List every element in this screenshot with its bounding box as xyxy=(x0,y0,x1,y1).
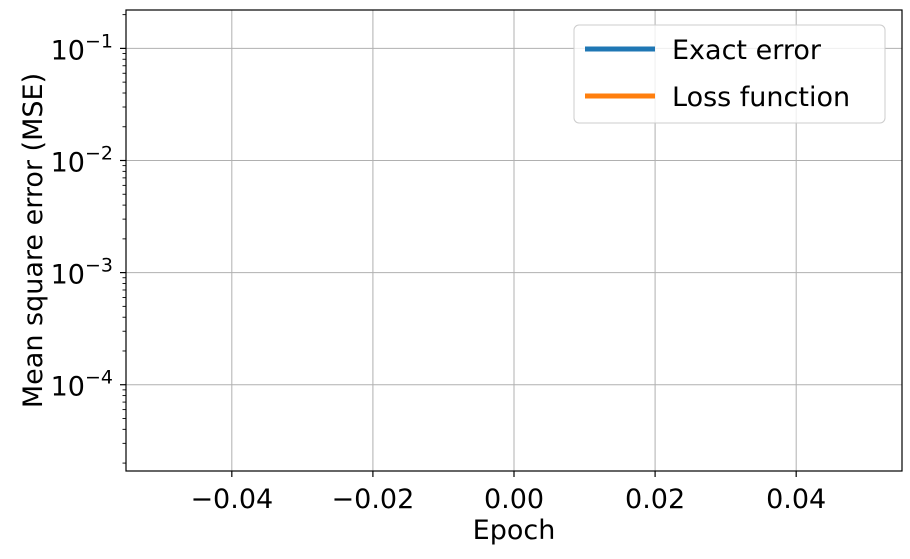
legend-label: Exact error xyxy=(672,35,822,66)
y-tick-label-exponent: −1 xyxy=(85,30,113,52)
y-tick-label-base: 10 xyxy=(51,148,85,179)
y-tick-label-base: 10 xyxy=(51,260,85,291)
x-axis-ticks: −0.04 −0.02 0.00 0.02 0.04 xyxy=(190,471,826,515)
legend-label: Loss function xyxy=(672,82,850,113)
y-tick-label-base: 10 xyxy=(51,35,85,66)
y-tick-label: 10−2 xyxy=(51,143,113,179)
x-tick-label: 0.00 xyxy=(484,484,544,515)
y-tick-label-base: 10 xyxy=(51,372,85,403)
x-tick-label: −0.04 xyxy=(190,484,273,515)
y-tick-label: 10−3 xyxy=(51,255,113,291)
y-tick-label-exponent: −3 xyxy=(85,255,113,277)
y-axis-ticks: 10−410−310−210−1 xyxy=(51,30,126,403)
x-tick-label: −0.02 xyxy=(332,484,415,515)
legend: Exact error Loss function xyxy=(573,24,886,124)
y-tick-label: 10−4 xyxy=(51,367,113,403)
x-tick-label: 0.04 xyxy=(766,484,826,515)
x-tick-label: 0.02 xyxy=(625,484,685,515)
y-tick-label-exponent: −2 xyxy=(85,143,113,165)
y-tick-label-exponent: −4 xyxy=(85,367,113,389)
y-tick-label: 10−1 xyxy=(51,30,113,66)
x-axis-label: Epoch xyxy=(473,515,556,546)
y-axis-label: Mean square error (MSE) xyxy=(18,73,49,408)
